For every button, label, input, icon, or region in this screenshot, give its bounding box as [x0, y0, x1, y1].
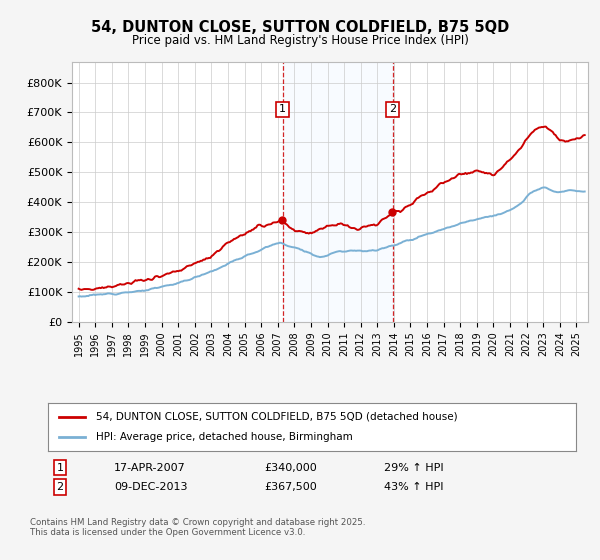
Text: 09-DEC-2013: 09-DEC-2013: [114, 482, 187, 492]
Text: 54, DUNTON CLOSE, SUTTON COLDFIELD, B75 5QD: 54, DUNTON CLOSE, SUTTON COLDFIELD, B75 …: [91, 20, 509, 35]
Text: Price paid vs. HM Land Registry's House Price Index (HPI): Price paid vs. HM Land Registry's House …: [131, 34, 469, 46]
Text: Contains HM Land Registry data © Crown copyright and database right 2025.
This d: Contains HM Land Registry data © Crown c…: [30, 518, 365, 538]
Text: HPI: Average price, detached house, Birmingham: HPI: Average price, detached house, Birm…: [95, 432, 352, 442]
Text: 43% ↑ HPI: 43% ↑ HPI: [384, 482, 443, 492]
Text: £340,000: £340,000: [264, 463, 317, 473]
Text: 29% ↑ HPI: 29% ↑ HPI: [384, 463, 443, 473]
Text: 2: 2: [56, 482, 64, 492]
Text: 17-APR-2007: 17-APR-2007: [114, 463, 186, 473]
Text: 2: 2: [389, 105, 396, 114]
Text: 54, DUNTON CLOSE, SUTTON COLDFIELD, B75 5QD (detached house): 54, DUNTON CLOSE, SUTTON COLDFIELD, B75 …: [95, 412, 457, 422]
Text: 1: 1: [56, 463, 64, 473]
Text: £367,500: £367,500: [264, 482, 317, 492]
Bar: [283, 62, 392, 322]
Text: 1: 1: [279, 105, 286, 114]
